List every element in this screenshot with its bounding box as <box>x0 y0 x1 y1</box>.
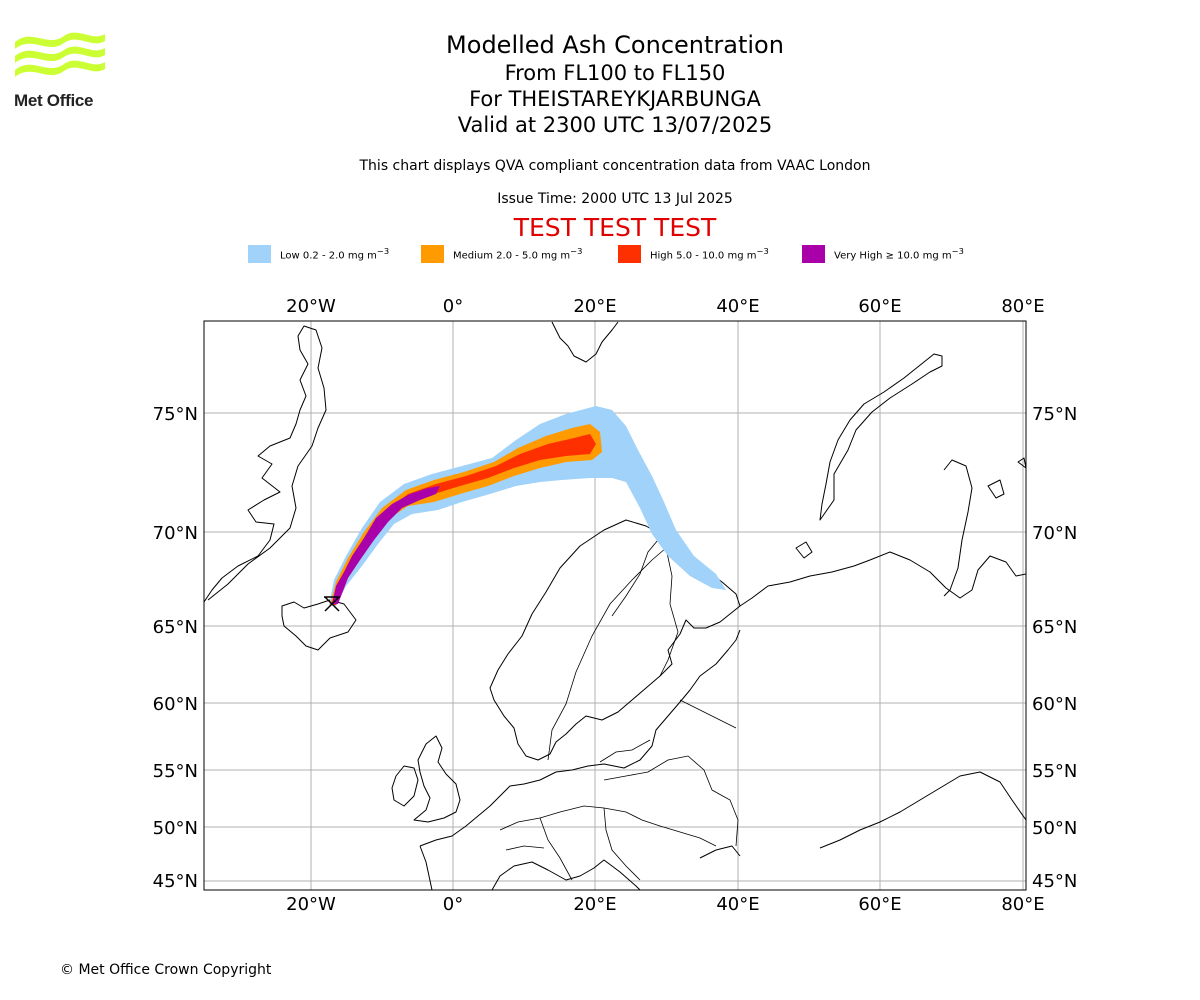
lat-label-left-50n: 50°N <box>153 818 198 839</box>
lat-label-left-75n: 75°N <box>153 404 198 425</box>
lon-label-bottom-20w: 20°W <box>286 894 336 915</box>
legend-label-high: High 5.0 - 10.0 mg m <box>650 250 757 262</box>
legend-item-very-high: Very High ≥ 10.0 mg m−3 <box>802 244 964 264</box>
lat-label-left-55n: 55°N <box>153 761 198 782</box>
lon-label-top-40e: 40°E <box>716 296 759 317</box>
legend-unit-exp-high: −3 <box>756 246 769 257</box>
map-content <box>204 321 1026 890</box>
plume-very-high <box>332 486 440 604</box>
border-russia-west <box>679 699 739 847</box>
lat-label-right-45n: 45°N <box>1032 871 1077 892</box>
latitude-labels-right: 75°N 70°N 65°N 60°N 55°N 50°N 45°N <box>1032 404 1077 892</box>
coast-novaya-zemlya <box>819 353 943 521</box>
copyright-notice: © Met Office Crown Copyright <box>60 962 272 978</box>
lon-label-top-60e: 60°E <box>858 296 901 317</box>
legend-label-medium: Medium 2.0 - 5.0 mg m <box>453 250 571 262</box>
met-office-logo: Met Office <box>14 30 106 112</box>
latitude-labels-left: 75°N 70°N 65°N 60°N 55°N 50°N 45°N <box>153 404 198 892</box>
legend-swatch-high <box>618 245 641 263</box>
graticule <box>204 321 1026 890</box>
lat-label-left-65n: 65°N <box>153 617 198 638</box>
lon-label-bottom-80e: 80°E <box>1001 894 1044 915</box>
borders <box>499 539 739 881</box>
met-office-wordmark: Met Office <box>14 91 94 110</box>
issue-time: Issue Time: 2000 UTC 13 Jul 2025 <box>497 191 733 207</box>
coast-arctic-islands <box>795 457 1026 559</box>
lon-label-bottom-20e: 20°E <box>573 894 616 915</box>
test-banner: TEST TEST TEST <box>513 213 717 242</box>
border-sweden-finland <box>611 539 659 617</box>
lat-label-right-65n: 65°N <box>1032 617 1077 638</box>
lon-label-top-0: 0° <box>443 296 463 317</box>
legend-swatch-medium <box>421 245 444 263</box>
lon-label-bottom-40e: 40°E <box>716 894 759 915</box>
lat-label-left-70n: 70°N <box>153 523 198 544</box>
coast-great-britain <box>413 735 461 823</box>
chart-title-block: Modelled Ash Concentration From FL100 to… <box>365 30 865 138</box>
coast-western-europe <box>419 629 741 847</box>
coast-iceland <box>281 599 357 651</box>
map-frame <box>203 320 1027 891</box>
legend-label-low: Low 0.2 - 2.0 mg m <box>280 250 377 262</box>
coast-ukraine-russia <box>699 771 1026 859</box>
longitude-labels-bottom: 20°W 0° 20°E 40°E 60°E 80°E <box>286 894 1044 915</box>
lon-label-top-80e: 80°E <box>1001 296 1044 317</box>
chart-title: Modelled Ash Concentration <box>446 31 784 59</box>
met-office-wave-logo-icon <box>15 32 105 77</box>
plume-low <box>329 406 726 606</box>
coast-north-russia <box>739 551 1026 607</box>
lat-label-right-50n: 50°N <box>1032 818 1077 839</box>
volcano-name: For THEISTAREYKJARBUNGA <box>469 87 761 111</box>
marker-stroke-b <box>324 596 340 612</box>
flight-level-range: From FL100 to FL150 <box>504 61 726 85</box>
lat-label-right-75n: 75°N <box>1032 404 1077 425</box>
lon-label-top-20e: 20°E <box>573 296 616 317</box>
border-central-europe <box>499 805 717 881</box>
border-finland-russia <box>659 547 679 677</box>
coastlines <box>204 321 1026 890</box>
legend-swatch-low <box>248 245 271 263</box>
legend-item-low: Low 0.2 - 2.0 mg m−3 <box>248 244 389 264</box>
coast-ireland <box>391 765 419 807</box>
lat-label-right-70n: 70°N <box>1032 523 1077 544</box>
lon-label-bottom-60e: 60°E <box>858 894 901 915</box>
border-norway-sweden <box>547 547 667 761</box>
lat-label-right-60n: 60°N <box>1032 694 1077 715</box>
lon-label-top-20w: 20°W <box>286 296 336 317</box>
valid-time: Valid at 2300 UTC 13/07/2025 <box>457 113 773 137</box>
coast-greenland <box>204 325 327 603</box>
legend-label-very-high: Very High ≥ 10.0 mg m <box>834 250 952 262</box>
legend-unit-exp-low: −3 <box>376 246 390 257</box>
legend-unit-exp-medium: −3 <box>570 246 583 257</box>
legend-item-high: High 5.0 - 10.0 mg m−3 <box>618 244 769 264</box>
lat-label-right-55n: 55°N <box>1032 761 1077 782</box>
volcano-source-marker <box>324 596 340 612</box>
border-baltics <box>599 739 713 791</box>
legend-swatch-very-high <box>802 245 825 263</box>
lat-label-left-45n: 45°N <box>153 871 198 892</box>
coast-iberia-and-med <box>419 845 641 890</box>
longitude-labels-top: 20°W 0° 20°E 40°E 60°E 80°E <box>286 296 1044 317</box>
lon-label-bottom-0: 0° <box>443 894 463 915</box>
plume-medium <box>330 424 602 605</box>
legend-unit-exp-very-high: −3 <box>951 246 964 257</box>
legend-item-medium: Medium 2.0 - 5.0 mg m−3 <box>421 244 582 264</box>
lat-label-left-60n: 60°N <box>153 694 198 715</box>
compliance-note: This chart displays QVA compliant concen… <box>359 158 871 174</box>
coast-scandinavia <box>489 519 741 761</box>
coast-svalbard <box>551 321 619 363</box>
ash-plume <box>329 406 726 606</box>
coast-taymyr <box>943 459 973 597</box>
